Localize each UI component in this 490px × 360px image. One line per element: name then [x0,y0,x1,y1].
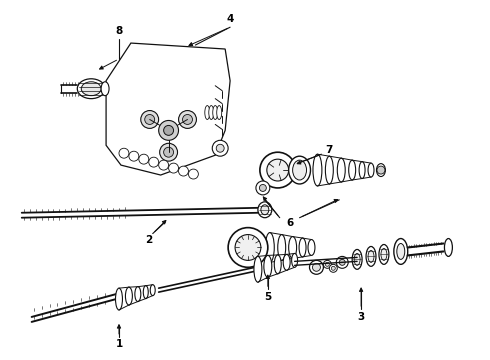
Ellipse shape [337,158,345,182]
Circle shape [329,264,337,272]
Circle shape [212,140,228,156]
Ellipse shape [381,248,387,260]
Text: 7: 7 [326,145,333,155]
Text: 4: 4 [226,14,234,24]
Ellipse shape [289,156,311,184]
Ellipse shape [376,164,386,176]
Ellipse shape [289,237,296,258]
Ellipse shape [258,202,272,218]
Circle shape [119,148,129,158]
Ellipse shape [261,205,269,215]
Ellipse shape [101,82,109,96]
Ellipse shape [278,235,286,260]
Ellipse shape [292,253,297,267]
Circle shape [228,228,268,267]
Circle shape [178,166,189,176]
Ellipse shape [352,249,362,269]
Circle shape [267,159,289,181]
Ellipse shape [368,163,374,177]
Circle shape [336,256,348,268]
Text: 5: 5 [264,292,271,302]
Circle shape [256,181,270,195]
Text: 2: 2 [145,234,152,244]
Ellipse shape [150,285,155,296]
Circle shape [325,262,329,266]
Circle shape [323,260,331,268]
Circle shape [149,157,159,167]
Ellipse shape [354,253,360,265]
Circle shape [189,169,198,179]
Circle shape [129,151,139,161]
Ellipse shape [359,162,365,179]
Ellipse shape [77,79,105,99]
Ellipse shape [143,286,148,298]
Ellipse shape [283,255,290,270]
Ellipse shape [205,105,210,120]
Ellipse shape [266,233,274,262]
Ellipse shape [313,154,322,186]
Circle shape [159,121,178,140]
Polygon shape [106,43,230,175]
Circle shape [141,111,159,129]
Circle shape [377,166,385,174]
Ellipse shape [368,251,374,262]
Circle shape [178,111,196,129]
Ellipse shape [209,105,214,120]
Ellipse shape [379,244,389,264]
Circle shape [183,114,193,125]
Circle shape [164,147,173,157]
Ellipse shape [254,256,262,282]
Ellipse shape [213,105,218,120]
Ellipse shape [308,239,315,255]
Circle shape [310,260,323,274]
Circle shape [216,144,224,152]
Ellipse shape [366,247,376,266]
Ellipse shape [299,238,306,257]
Ellipse shape [293,160,307,180]
Circle shape [139,154,149,164]
Circle shape [313,264,320,271]
Circle shape [259,184,267,192]
Ellipse shape [217,105,221,120]
Ellipse shape [135,287,141,302]
Circle shape [235,235,261,260]
Circle shape [331,266,335,270]
Circle shape [160,143,177,161]
Circle shape [159,160,169,170]
Text: 1: 1 [115,339,122,349]
Text: 6: 6 [286,218,294,228]
Ellipse shape [394,239,408,264]
Ellipse shape [349,160,356,180]
Ellipse shape [274,255,281,274]
Ellipse shape [125,287,132,305]
Ellipse shape [116,288,122,310]
Ellipse shape [444,239,452,256]
Circle shape [169,163,178,173]
Text: 8: 8 [115,26,122,36]
Ellipse shape [325,156,333,184]
Ellipse shape [397,243,405,260]
Ellipse shape [81,82,101,96]
Text: 3: 3 [358,312,365,322]
Ellipse shape [264,255,272,277]
Circle shape [260,152,295,188]
Circle shape [164,125,173,135]
Circle shape [145,114,155,125]
Circle shape [339,260,345,265]
